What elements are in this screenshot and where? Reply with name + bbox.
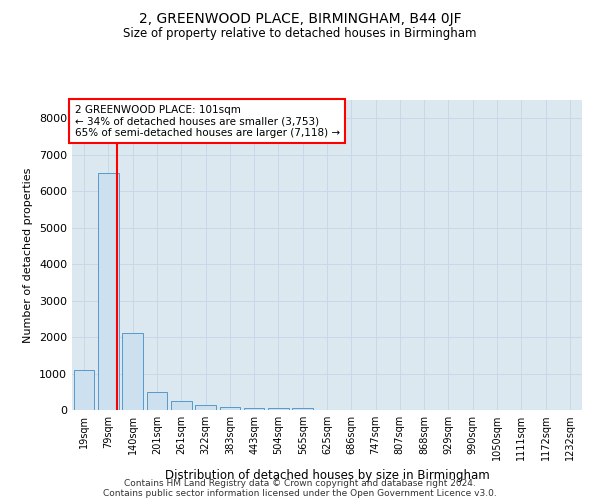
Y-axis label: Number of detached properties: Number of detached properties: [23, 168, 34, 342]
Bar: [292, 408, 313, 410]
Bar: [268, 408, 289, 410]
X-axis label: Distribution of detached houses by size in Birmingham: Distribution of detached houses by size …: [164, 468, 490, 481]
Text: Contains public sector information licensed under the Open Government Licence v3: Contains public sector information licen…: [103, 488, 497, 498]
Text: Size of property relative to detached houses in Birmingham: Size of property relative to detached ho…: [123, 28, 477, 40]
Bar: [244, 408, 265, 410]
Bar: [220, 408, 240, 410]
Text: 2 GREENWOOD PLACE: 101sqm
← 34% of detached houses are smaller (3,753)
65% of se: 2 GREENWOOD PLACE: 101sqm ← 34% of detac…: [74, 104, 340, 138]
Bar: [74, 370, 94, 410]
Text: 2, GREENWOOD PLACE, BIRMINGHAM, B44 0JF: 2, GREENWOOD PLACE, BIRMINGHAM, B44 0JF: [139, 12, 461, 26]
Bar: [171, 401, 191, 410]
Bar: [195, 404, 216, 410]
Bar: [98, 173, 119, 410]
Bar: [122, 334, 143, 410]
Text: Contains HM Land Registry data © Crown copyright and database right 2024.: Contains HM Land Registry data © Crown c…: [124, 478, 476, 488]
Bar: [146, 392, 167, 410]
